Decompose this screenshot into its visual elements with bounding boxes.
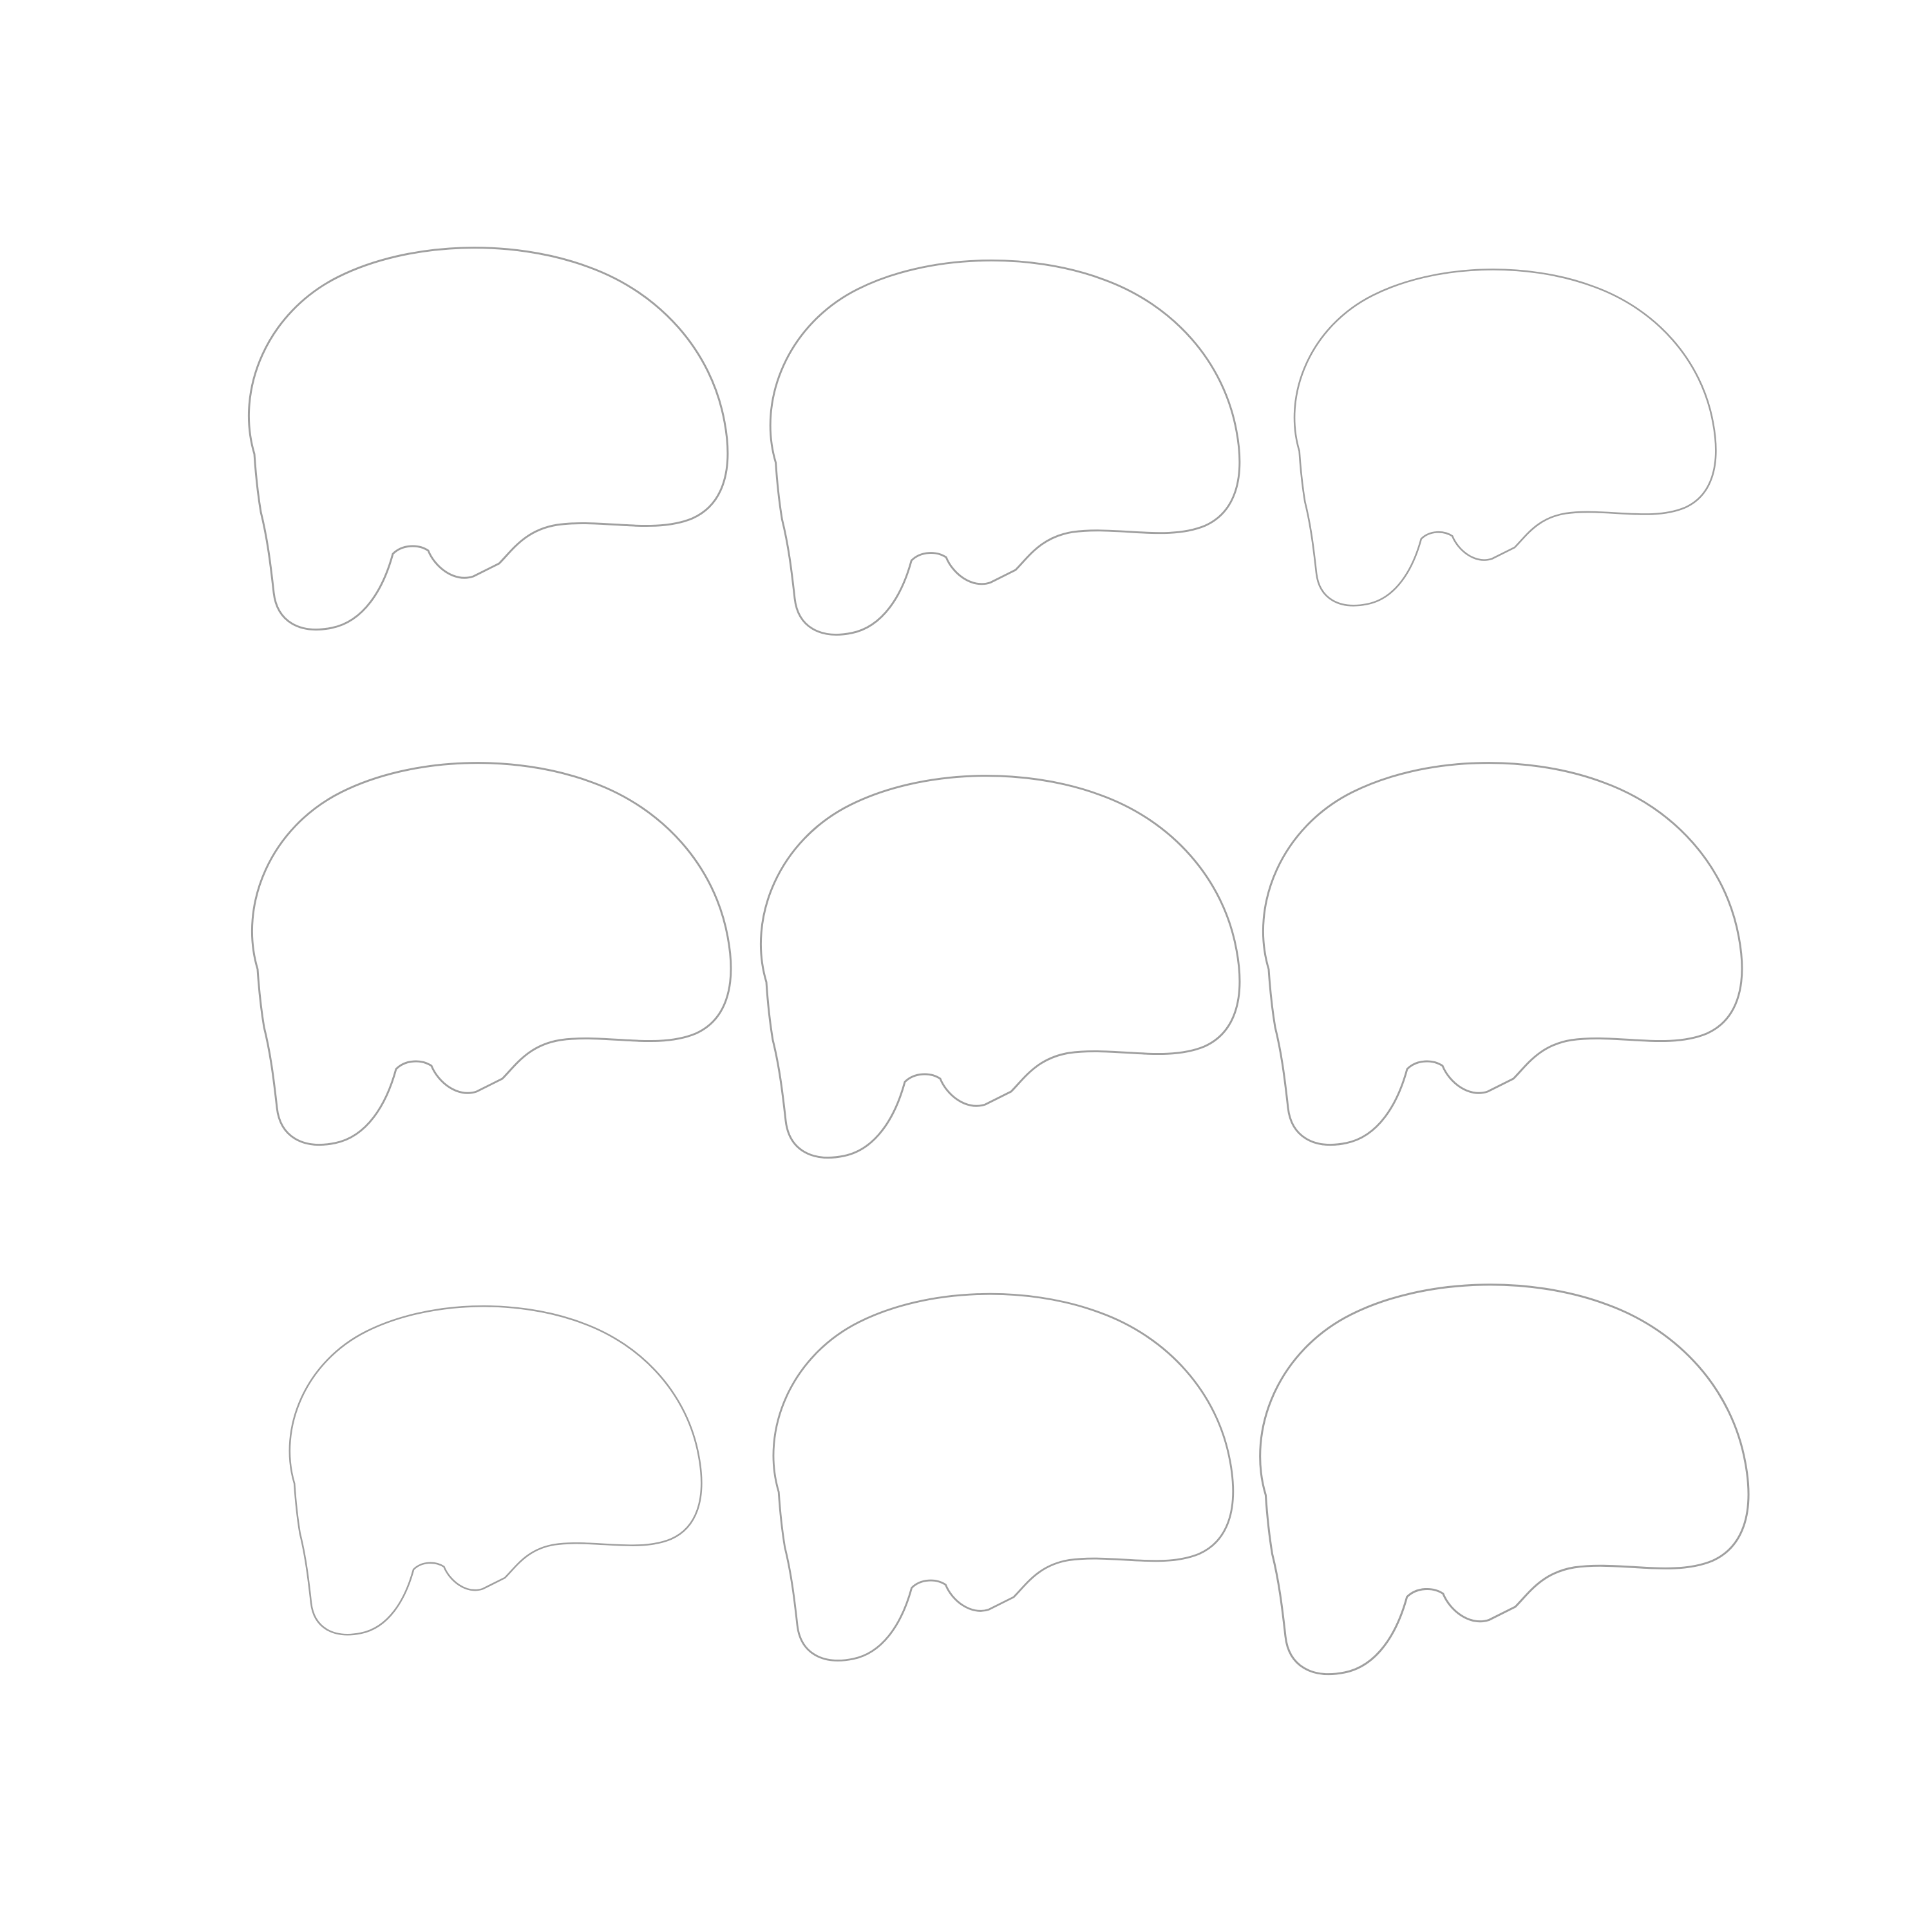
brain-slice-panel-r1c1 [247, 247, 729, 631]
ventricle-shape [425, 902, 477, 933]
brain-slice-panel-r3c1 [289, 1305, 703, 1636]
activation-overlay [1297, 269, 1716, 603]
brain-slice-panel-r1c3 [1293, 269, 1717, 607]
activation-overlay [290, 1306, 691, 1632]
brain-slice-panel-r2c3 [1262, 762, 1743, 1146]
ventricle-shape [422, 387, 473, 418]
brain-slice-panel-r3c3 [1259, 1283, 1750, 1676]
brain-slice-panel-r3c2 [772, 1293, 1235, 1662]
ventricle-shape [940, 397, 990, 428]
activation-overlay [782, 790, 1220, 1147]
brain-slice-panel-r2c2 [759, 775, 1241, 1159]
brain-slice-panel-r2c1 [251, 762, 732, 1146]
ventricle-shape [940, 987, 991, 1018]
activation-overlay [249, 247, 728, 630]
brain-slice-panel-r1c2 [769, 259, 1241, 636]
panels-layer [247, 247, 1750, 1676]
activation-overlay [775, 1297, 1227, 1661]
ventricle-shape [1436, 902, 1488, 933]
activation-overlay [1260, 1294, 1729, 1674]
ventricle-shape [1437, 1426, 1489, 1459]
activation-overlay [777, 265, 1238, 629]
ventricle-shape [940, 1428, 989, 1457]
activation-overlay [252, 766, 731, 1145]
